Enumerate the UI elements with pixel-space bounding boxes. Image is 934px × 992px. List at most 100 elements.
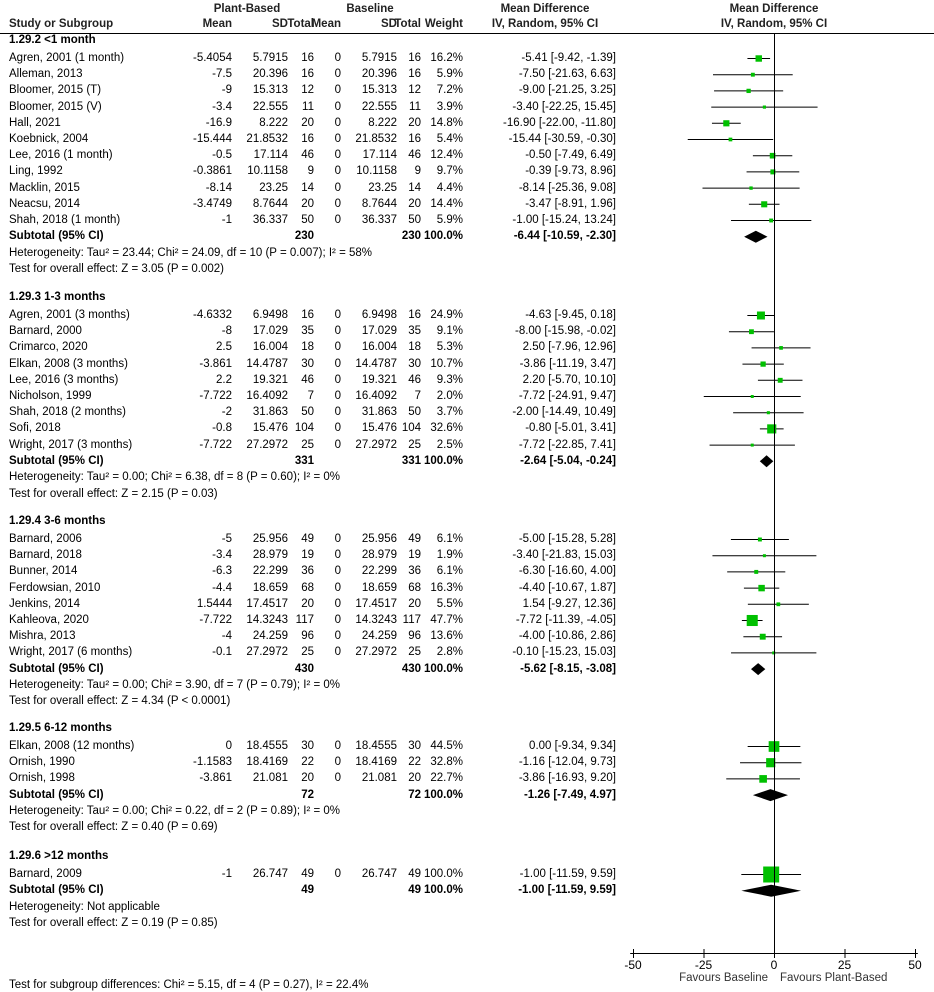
- study-name: Barnard, 2000: [9, 325, 82, 338]
- study-weight: 47.7%: [430, 614, 463, 626]
- study-n2: 12: [408, 84, 421, 97]
- study-n2: 14: [408, 181, 421, 194]
- study-sd1: 27.2972: [246, 646, 288, 659]
- study-sd1: 20.396: [252, 68, 288, 81]
- subtotal-diamond: [741, 884, 802, 897]
- study-mean1: -3.861: [199, 772, 232, 785]
- effect-square: [762, 105, 766, 109]
- subtotal-label: Subtotal (95% CI): [9, 454, 104, 467]
- heterogeneity-text: Heterogeneity: Tau² = 0.00; Chi² = 6.38,…: [9, 471, 341, 484]
- study-name: Alleman, 2013: [9, 68, 83, 81]
- effect-square: [766, 758, 776, 768]
- study-sd1: 21.8532: [246, 133, 288, 145]
- study-sd1: 17.029: [252, 325, 288, 338]
- effect-square: [769, 152, 776, 159]
- study-ci: -2.00 [-14.49, 10.49]: [512, 406, 616, 419]
- study-name: Hall, 2021: [9, 116, 61, 129]
- study-name: Ferdowsian, 2010: [9, 581, 101, 594]
- study-n2: 104: [401, 422, 421, 435]
- study-n2: 30: [408, 740, 421, 752]
- effect-square: [770, 169, 776, 175]
- study-sd1: 27.2972: [246, 438, 288, 451]
- study-mean2: 0: [334, 165, 341, 178]
- study-n2: 36: [408, 565, 421, 578]
- study-mean2: 0: [334, 100, 341, 113]
- study-sd2: 20.396: [361, 68, 397, 81]
- study-mean1: -3.4: [212, 100, 232, 113]
- effect-square: [723, 120, 730, 127]
- study-n1: 20: [301, 116, 314, 129]
- study-sd1: 36.337: [252, 214, 288, 226]
- study-ci: -3.86 [-11.19, 3.47]: [519, 357, 616, 370]
- study-mean1: -4.4: [212, 581, 232, 594]
- study-n1: 14: [301, 181, 314, 194]
- study-n1: 16: [301, 52, 314, 64]
- study-sd1: 5.7915: [252, 52, 288, 64]
- study-name: Neacsu, 2014: [9, 197, 80, 210]
- study-sd2: 27.2972: [355, 438, 397, 451]
- study-weight: 16.2%: [430, 52, 463, 64]
- study-sd1: 22.299: [252, 565, 288, 578]
- study-mean2: 0: [334, 309, 341, 321]
- study-n1: 11: [302, 100, 314, 113]
- study-weight: 16.3%: [430, 581, 463, 594]
- study-n1: 46: [301, 149, 314, 162]
- study-mean1: -7.722: [199, 390, 232, 402]
- subtotal-label: Subtotal (95% CI): [9, 230, 104, 243]
- subtotal-weight: 100.0%: [423, 662, 463, 675]
- study-sd1: 18.4169: [246, 756, 288, 769]
- study-ci: -0.10 [-15.23, 15.03]: [512, 646, 616, 659]
- header-sd2: SD: [381, 18, 397, 30]
- overall-effect-text: Test for overall effect: Z = 0.19 (P = 0…: [9, 917, 218, 929]
- study-n2: 16: [408, 309, 421, 321]
- study-sd2: 17.114: [362, 149, 397, 162]
- study-n2: 19: [408, 549, 421, 562]
- header-group2: Baseline: [346, 3, 394, 15]
- study-ci: -8.14 [-25.36, 9.08]: [518, 181, 616, 194]
- study-sd1: 14.4787: [246, 357, 288, 370]
- subgroup-title: 1.29.5 6-12 months: [9, 722, 112, 734]
- study-mean2: 0: [334, 756, 341, 769]
- study-sd2: 15.476: [361, 422, 397, 435]
- study-sd1: 17.114: [253, 149, 288, 162]
- study-sd1: 6.9498: [252, 309, 288, 321]
- study-weight: 44.5%: [430, 740, 463, 752]
- study-weight: 32.6%: [430, 422, 463, 435]
- study-sd2: 14.3243: [355, 614, 397, 626]
- effect-square: [772, 651, 776, 655]
- subtotal-n1: 230: [294, 230, 314, 243]
- study-name: Macklin, 2015: [9, 181, 80, 194]
- study-n2: 50: [408, 406, 421, 419]
- study-sd1: 8.7644: [252, 197, 288, 210]
- study-sd2: 36.337: [361, 214, 397, 226]
- subtotal-n1: 72: [301, 788, 314, 801]
- study-weight: 3.9%: [436, 100, 463, 113]
- study-mean2: 0: [334, 341, 341, 354]
- study-name: Bloomer, 2015 (T): [9, 84, 102, 97]
- study-name: Agren, 2001 (1 month): [9, 52, 125, 64]
- study-ci: -0.80 [-5.01, 3.41]: [525, 422, 616, 435]
- study-n1: 49: [301, 868, 314, 880]
- heterogeneity-text: Heterogeneity: Not applicable: [9, 900, 160, 913]
- study-sd1: 10.1158: [247, 165, 288, 178]
- study-ci: -3.86 [-16.93, 9.20]: [518, 772, 616, 785]
- subtotal-n1: 331: [294, 454, 314, 467]
- subtotal-ci: -5.62 [-8.15, -3.08]: [520, 662, 616, 675]
- study-mean2: 0: [334, 630, 341, 643]
- study-name: Shah, 2018 (2 months): [9, 406, 126, 419]
- study-ci: -7.50 [-21.63, 6.63]: [518, 68, 616, 81]
- study-mean2: 0: [334, 549, 341, 562]
- study-n2: 46: [408, 373, 421, 386]
- study-n1: 49: [301, 533, 314, 545]
- effect-square: [750, 395, 754, 398]
- subtotal-n2: 430: [401, 662, 421, 675]
- subtotal-n2: 331: [401, 454, 421, 467]
- study-n2: 50: [408, 214, 421, 226]
- subtotal-diamond: [751, 663, 766, 676]
- study-mean2: 0: [334, 197, 341, 210]
- subtotal-n2: 72: [408, 788, 421, 801]
- study-n2: 20: [408, 116, 421, 129]
- study-weight: 7.2%: [436, 84, 463, 97]
- study-n1: 30: [301, 740, 314, 752]
- effect-square: [758, 584, 765, 592]
